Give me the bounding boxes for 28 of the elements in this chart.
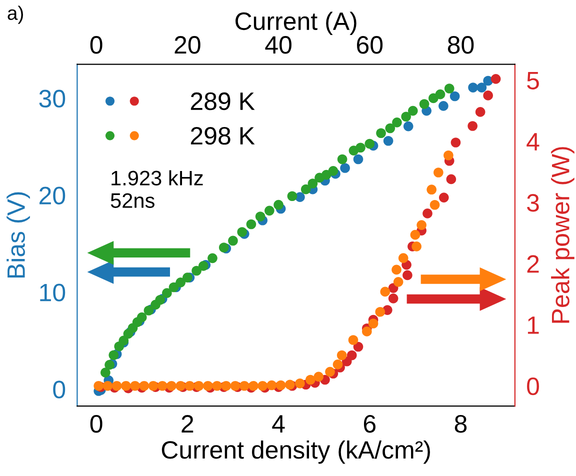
legend-label: 289 K	[190, 92, 255, 110]
x2-tick-label: 0	[90, 36, 102, 54]
text: a)	[8, 6, 23, 24]
y2-tick-label: 5	[527, 72, 539, 90]
annotation: 1.923 kHz 52ns	[110, 170, 203, 208]
x-axis-title: Current density (kA/cm²)	[162, 440, 430, 464]
y-tick-label: 30	[39, 90, 66, 108]
x-tick-label: 6	[364, 415, 376, 433]
y2-axis-title: Peak power (W)	[551, 147, 574, 323]
y2-tick-label: 1	[528, 316, 539, 334]
x-tick-label: 8	[454, 415, 467, 433]
y2-tick-label: 2	[527, 255, 539, 273]
x2-tick-label: 40	[265, 36, 292, 54]
x-tick-label: 0	[90, 415, 102, 433]
y-tick-label: 20	[40, 186, 66, 204]
x-tick-label: 4	[272, 415, 285, 432]
x2-axis-title: Current (A)	[236, 12, 356, 36]
y2-tick-label: 3	[527, 194, 539, 212]
x-tick-label: 2	[182, 415, 194, 432]
y2-tick-label: 0	[527, 377, 539, 396]
y-tick-label: 0	[53, 380, 66, 398]
y-tick-label: 10	[40, 284, 66, 302]
y-axis-title: Bias (V)	[6, 192, 30, 278]
y2-tick-label: 4	[526, 133, 540, 150]
x2-tick-label: 60	[357, 36, 383, 54]
x2-tick-label: 80	[448, 36, 474, 54]
legend-label: 298 K	[190, 126, 255, 145]
x2-tick-label: 20	[174, 36, 200, 54]
